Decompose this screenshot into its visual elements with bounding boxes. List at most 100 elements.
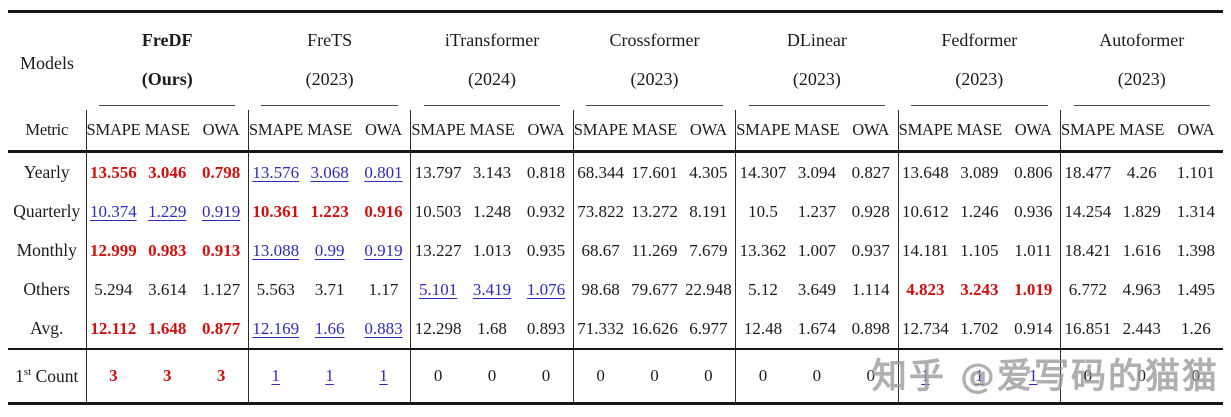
value-cell: 5.12 xyxy=(735,270,790,309)
group-midrule xyxy=(586,105,723,106)
value-cell: 12.298 xyxy=(410,309,465,349)
model-name: Autoformer xyxy=(1099,29,1185,50)
value-cell: 0.936 xyxy=(1014,201,1053,221)
value-cell: 1.127 xyxy=(201,279,241,299)
metric-header: MASE xyxy=(140,110,195,153)
value-cell: 1.495 xyxy=(1176,279,1216,299)
row-label: Others xyxy=(8,270,87,309)
metric-header: SMAPE xyxy=(247,110,303,153)
metric-header: OWA xyxy=(519,110,574,153)
group-midrule-cell xyxy=(573,95,735,110)
value-cell: 0.883 xyxy=(364,318,403,338)
value-cell: 16.851 xyxy=(1060,309,1115,349)
header-row-midrules xyxy=(8,95,1223,110)
value-cell: 12.112 xyxy=(85,309,141,349)
model-year: (2023) xyxy=(1117,68,1166,89)
row-label: Yearly xyxy=(8,151,87,192)
metric-header: OWA xyxy=(1168,110,1223,153)
value-cell: 5.294 xyxy=(85,270,141,309)
count-cell: 0 xyxy=(1168,348,1223,405)
value-cell: 5.563 xyxy=(247,270,303,309)
count-cell: 1 xyxy=(897,348,953,405)
model-name: iTransformer xyxy=(444,29,540,50)
value-cell: 1.674 xyxy=(797,318,837,338)
model-year: (2023) xyxy=(955,68,1004,89)
count-cell: 0 xyxy=(843,348,899,405)
group-midrule-cell xyxy=(411,95,573,110)
count-cell: 0 xyxy=(572,348,628,405)
table-row: Others 5.294 3.614 1.127 5.563 3.71 1.17 5.101 3… xyxy=(8,270,1223,309)
value-cell: 1.105 xyxy=(960,240,999,260)
value-cell: 13.556 xyxy=(85,151,141,192)
row-label: Avg. xyxy=(8,309,87,349)
metric-header: MASE xyxy=(302,110,357,153)
value-cell: 22.948 xyxy=(684,279,732,299)
header-row-names: Models FreDF FreTS iTransformer Crossformer D… xyxy=(8,12,1223,74)
results-table: Models FreDF FreTS iTransformer Crossformer D… xyxy=(8,10,1223,405)
value-cell: 13.648 xyxy=(897,151,953,192)
metric-header: OWA xyxy=(194,110,249,153)
group-midrule xyxy=(423,105,561,106)
count-cell: 1 xyxy=(302,348,357,405)
count-cell: 3 xyxy=(194,348,249,405)
value-cell: 13.576 xyxy=(247,151,303,192)
group-midrule-cell xyxy=(898,95,1060,110)
first-count-row: 1st Count 3 3 3 1 1 1 0 0 0 0 0 0 0 0 0 1 1 1 0 0 0 xyxy=(8,348,1223,405)
value-cell: 12.48 xyxy=(735,309,790,349)
count-cell: 0 xyxy=(519,348,574,405)
value-cell: 13.797 xyxy=(410,151,465,192)
model-name: Crossformer xyxy=(609,29,700,50)
value-cell: 10.5 xyxy=(735,192,790,231)
value-cell: 3.068 xyxy=(310,162,349,182)
group-midrule-cell xyxy=(736,95,898,110)
count-cell: 1 xyxy=(356,348,411,405)
count-cell: 0 xyxy=(464,348,520,405)
value-cell: 1.019 xyxy=(1014,279,1053,299)
value-cell: 98.68 xyxy=(572,270,628,309)
value-cell: 0.919 xyxy=(364,240,403,260)
table-row: Yearly 13.556 3.046 0.798 13.576 3.068 0.801 13… xyxy=(8,151,1223,192)
count-cell: 0 xyxy=(735,348,790,405)
metric-header: OWA xyxy=(356,110,411,153)
value-cell: 1.26 xyxy=(1181,318,1211,338)
value-cell: 0.798 xyxy=(201,162,241,182)
value-cell: 6.977 xyxy=(689,318,728,338)
metric-header: SMAPE xyxy=(1060,110,1115,153)
group-midrule xyxy=(911,105,1048,106)
value-cell: 0.877 xyxy=(201,318,241,338)
model-name: DLinear xyxy=(786,29,847,50)
group-midrule xyxy=(1073,105,1210,106)
value-cell: 1.68 xyxy=(477,318,507,338)
value-cell: 4.26 xyxy=(1126,162,1157,182)
metric-header: MASE xyxy=(627,110,682,153)
value-cell: 13.362 xyxy=(735,231,790,270)
value-cell: 0.928 xyxy=(851,201,890,221)
count-label-sup: st xyxy=(23,365,32,378)
value-cell: 0.932 xyxy=(526,201,566,221)
value-cell: 8.191 xyxy=(689,201,728,221)
count-cell: 1 xyxy=(247,348,303,405)
value-cell: 10.503 xyxy=(410,192,465,231)
model-year: (Ours) xyxy=(141,68,193,89)
table-row: Avg. 12.112 1.648 0.877 12.169 1.66 0.883 12.29… xyxy=(8,309,1223,349)
value-cell: 0.827 xyxy=(851,162,890,182)
count-cell: 0 xyxy=(1114,348,1169,405)
value-cell: 6.772 xyxy=(1060,270,1115,309)
value-cell: 1.702 xyxy=(960,318,999,338)
header-row-years: (Ours) (2023) (2024) (2023) (2023) (2023) (202… xyxy=(8,63,1223,95)
value-cell: 10.374 xyxy=(85,192,141,231)
value-cell: 0.806 xyxy=(1014,162,1053,182)
group-midrule xyxy=(748,105,886,106)
model-year: (2023) xyxy=(792,68,841,89)
value-cell: 14.254 xyxy=(1060,192,1115,231)
group-midrule-cell xyxy=(1061,95,1223,110)
value-cell: 1.648 xyxy=(148,318,187,338)
value-cell: 5.101 xyxy=(410,270,465,309)
value-cell: 13.272 xyxy=(631,201,678,221)
model-name: Fedformer xyxy=(941,29,1018,50)
metric-header: SMAPE xyxy=(85,110,141,153)
model-year: (2024) xyxy=(468,68,517,89)
row-label: Monthly xyxy=(8,231,87,270)
model-name: FreTS xyxy=(307,29,353,50)
row-label: Quarterly xyxy=(8,192,87,231)
